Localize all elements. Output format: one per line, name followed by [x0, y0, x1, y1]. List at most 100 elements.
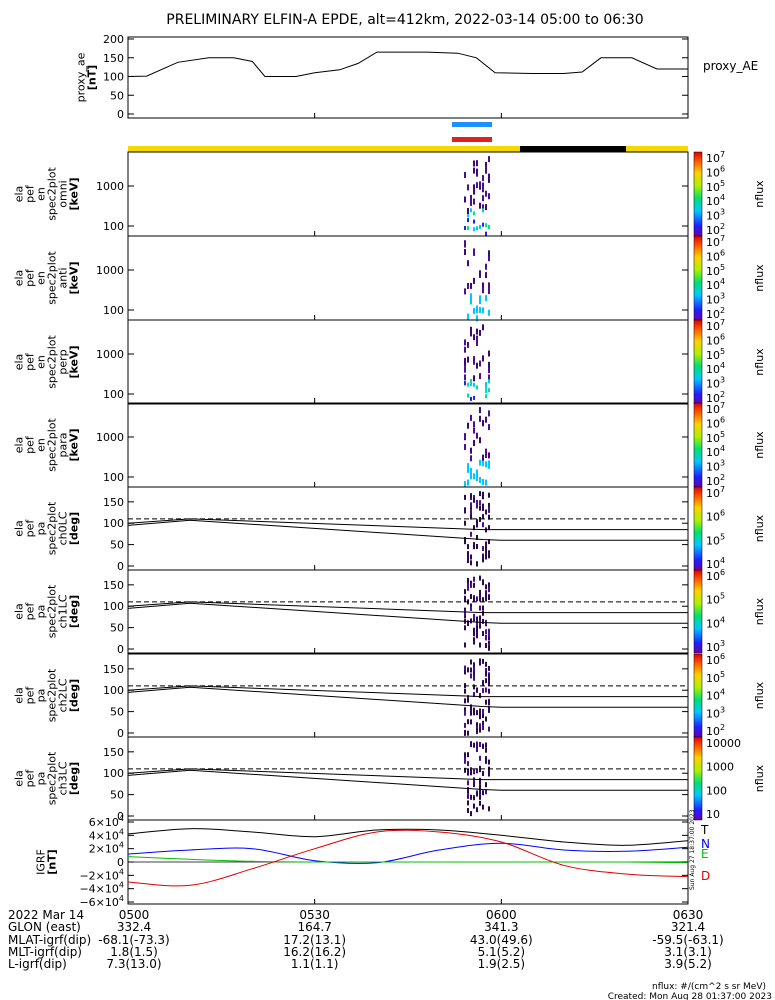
spectrogram-para-pixel [467, 463, 469, 470]
pitch-angle-ch0-pixel [467, 558, 469, 564]
x-row-label: MLAT-igrf(dip) [8, 933, 91, 947]
pitch-angle-ch2-tick-label: 0 [117, 727, 124, 740]
pitch-angle-ch3-pixel [473, 769, 475, 775]
proxy-ae-panel: 200 150 100 50 0 proxy_ae[nT] proxy_AE [75, 33, 759, 121]
svg-text:proxy_ae: proxy_ae [75, 52, 88, 102]
svg-text:en: en [35, 355, 48, 369]
spectrogram-anti-pixel [464, 249, 466, 255]
spectrogram-perp-colorbar-tick: 105 [706, 347, 725, 362]
spectrogram-anti-tick-label: 1000 [96, 264, 124, 277]
spectrogram-anti-pixel [482, 282, 484, 289]
spectrogram-omni-pixel [473, 160, 475, 167]
pitch-angle-ch2-pixel [482, 709, 484, 714]
spectrogram-para-colorbar-label: nflux [753, 431, 766, 459]
pitch-angle-ch2-pixel [464, 710, 466, 716]
svg-text:[keV]: [keV] [68, 345, 81, 378]
spectrogram-anti-pixel [485, 263, 487, 270]
spectrogram-para-pixel [482, 420, 484, 427]
spectrogram-para-pixel [464, 433, 466, 440]
pitch-angle-ch3-pixel [485, 747, 487, 753]
spectrogram-para-pixel [485, 452, 487, 458]
spectrogram-omni-pixel [473, 198, 475, 205]
pitch-angle-ch0-pixel [482, 557, 484, 563]
spectrogram-omni-pixel [482, 204, 484, 211]
pitch-angle-panels: 150100500elapefpaspec2plotch0LC[deg]1071… [13, 485, 767, 823]
pitch-angle-ch0-pixel [488, 553, 490, 559]
pitch-angle-ch0-pixel [488, 492, 490, 498]
pitch-angle-ch0-colorbar-tick: 106 [706, 509, 725, 524]
pitch-angle-ch0-pixel [476, 561, 478, 567]
svg-text:pef: pef [24, 686, 37, 705]
spectrogram-para-pixel [482, 454, 484, 461]
pitch-angle-ch0-frame [127, 486, 689, 571]
pitch-angle-ch1-pixel [464, 607, 466, 613]
spectrogram-perp-colorbar-label: nflux [753, 348, 766, 376]
spectrogram-perp-pixel [464, 366, 466, 373]
spectrogram-anti-colorbar-tick: 103 [706, 292, 725, 307]
created-timestamp: Created: Mon Aug 28 01:37:00 2023 [608, 992, 772, 1000]
x-row-value: 332.4 [117, 920, 151, 934]
pitch-angle-ch2-pixel [482, 713, 484, 719]
spectrogram-omni-pixel [485, 223, 487, 228]
pitch-angle-ch2-pixel [464, 669, 466, 675]
pitch-angle-ch3-pixel [485, 758, 487, 764]
pitch-angle-ch2-pixel [470, 667, 472, 673]
pitch-angle-ch1-pixel [482, 579, 484, 585]
pitch-angle-ch0-pixel [473, 542, 475, 548]
svg-text:ela: ela [13, 520, 26, 537]
pitch-angle-ch2-pixel [470, 719, 472, 725]
pitch-angle-ch0-tick-label: 0 [117, 560, 124, 573]
pitch-angle-ch3-pixel [488, 759, 490, 765]
spectrogram-omni-pixel [470, 199, 472, 206]
pitch-angle-ch3-pixel [464, 767, 466, 773]
proxy-ae-tick-label: 200 [103, 33, 124, 46]
pitch-angle-ch0-colorbar [693, 486, 703, 571]
svg-text:[nT]: [nT] [86, 65, 99, 90]
igrf-N-line [127, 842, 689, 864]
spectrogram-para-pixel [479, 477, 481, 483]
pitch-angle-ch2-pixel [479, 693, 481, 699]
pitch-angle-ch1-pixel [479, 615, 481, 621]
pitch-angle-ch1-colorbar-label: nflux [753, 597, 766, 625]
spectrogram-para-pixel [473, 421, 475, 428]
pitch-angle-ch2-colorbar-tick: 105 [706, 670, 725, 685]
pitch-angle-ch2-tick-label: 50 [110, 706, 124, 719]
pitch-angle-ch1-pixel [464, 610, 466, 616]
pitch-angle-ch2-pixel [479, 660, 481, 666]
pitch-angle-ch1-colorbar [693, 569, 703, 654]
pitch-angle-ch3-pixel [470, 767, 472, 773]
pitch-angle-ch2-pixel [476, 687, 478, 693]
x-row-value: 3.1(3.1) [664, 945, 712, 959]
svg-text:ch3LC: ch3LC [57, 761, 70, 795]
pitch-angle-ch2-pixel [470, 706, 472, 712]
pitch-angle-ch0-pixel [488, 507, 490, 513]
svg-text:ela: ela [13, 270, 26, 287]
pitch-angle-ch1-pixel [464, 625, 466, 631]
igrf-T-line [127, 828, 689, 846]
pitch-angle-ch3-pixel [476, 747, 478, 752]
spectrogram-perp-pixel [488, 374, 490, 381]
spectrogram-omni-pixel [464, 172, 466, 178]
spectrogram-perp-pixel [473, 382, 475, 387]
x-row-value: 16.2(16.2) [283, 945, 346, 959]
pitch-angle-ch2-pixel [479, 713, 481, 719]
spectrogram-para-pixel [476, 432, 478, 439]
igrf-side-timestamp: Sun Aug 27 18:37:00 2023 [689, 809, 696, 890]
spectrogram-perp-pixel [482, 324, 484, 331]
spectrogram-perp-pixel [482, 355, 484, 362]
spectrogram-para-pixel [485, 448, 487, 455]
spectrogram-perp-pixel [479, 329, 481, 336]
spectrogram-omni-pixel [464, 196, 466, 203]
pitch-angle-ch2-pixel [485, 699, 487, 705]
pitch-angle-ch0-tick-label: 100 [103, 517, 124, 530]
spectrogram-perp-pixel [464, 381, 466, 386]
spectrogram-perp-colorbar-tick: 107 [706, 318, 725, 333]
pitch-angle-ch1-pixel [479, 605, 481, 611]
spectrogram-omni-pixel [473, 167, 475, 174]
pitch-angle-ch1-pixel [479, 591, 481, 597]
spectrogram-anti-pixel [470, 298, 472, 305]
pitch-angle-ch2-tick-label: 150 [103, 663, 124, 676]
spectrogram-perp-pixel [473, 356, 475, 363]
